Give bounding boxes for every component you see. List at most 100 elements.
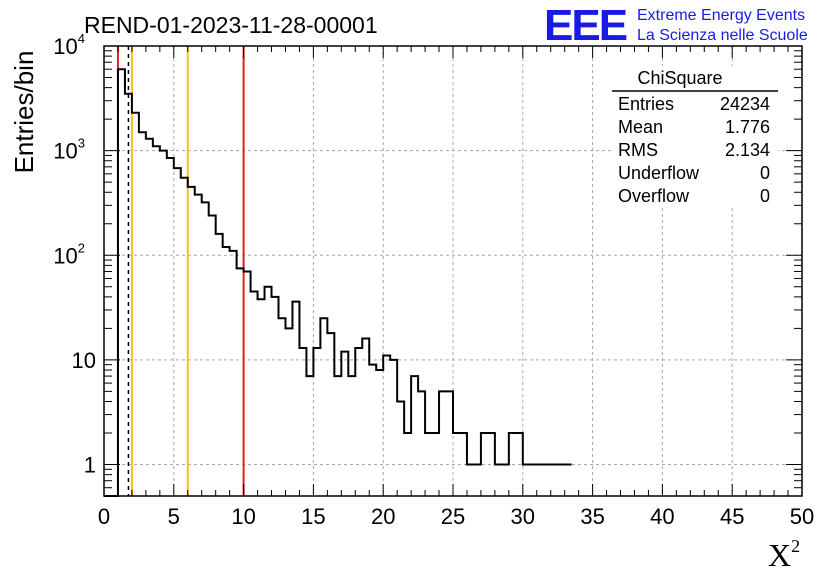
histogram-bin [523, 465, 530, 496]
histogram-bin [118, 69, 125, 496]
histogram-bin [425, 433, 432, 496]
histogram-bin [279, 318, 286, 496]
histogram-bin [265, 287, 272, 496]
stats-row-label: Overflow [618, 186, 690, 206]
histogram-bin [411, 376, 418, 496]
histogram-bin [299, 348, 306, 496]
histogram-bin [418, 391, 425, 496]
histogram-bin [160, 151, 167, 496]
histogram-bin [272, 297, 279, 496]
x-tick-label: 40 [650, 504, 674, 529]
histogram-bin [209, 215, 216, 496]
x-axis-label: X2 [768, 536, 800, 572]
histogram-bin [369, 365, 376, 496]
histogram-bin [237, 268, 244, 496]
histogram-bin [551, 465, 558, 496]
histogram-bin [125, 94, 132, 496]
histogram-bin [341, 352, 348, 496]
stats-row-value: 24234 [720, 94, 770, 114]
x-tick-label: 20 [371, 504, 395, 529]
x-axis-label-sup: 2 [791, 536, 800, 556]
histogram-bin [181, 178, 188, 496]
histogram-bin [216, 234, 223, 496]
histogram-bin [167, 158, 174, 496]
histogram-bin [516, 433, 523, 496]
histogram-outline [104, 68, 572, 497]
stats-box-title: ChiSquare [637, 68, 722, 88]
histogram-bin [132, 113, 139, 496]
histogram-bin [397, 402, 404, 496]
eee-logo-mark: EEE [544, 1, 627, 50]
histogram-bin [334, 376, 341, 496]
histogram-bin [244, 271, 251, 496]
stats-row-value: 2.134 [725, 140, 770, 160]
histogram-bin [453, 433, 460, 496]
stats-row-label: Entries [618, 94, 674, 114]
x-tick-label: 15 [301, 504, 325, 529]
histogram-bin [195, 195, 202, 496]
histogram-bin [202, 202, 209, 496]
histogram-bin [188, 187, 195, 496]
histogram-bin [488, 433, 495, 496]
histogram-bin [383, 356, 390, 496]
y-tick-label: 10 [72, 348, 96, 373]
histogram-bin [223, 247, 230, 496]
histogram-bin [481, 433, 488, 496]
stats-box-frame [612, 66, 778, 208]
x-tick-label: 25 [441, 504, 465, 529]
histogram-bin [313, 348, 320, 496]
stats-row-value: 1.776 [725, 117, 770, 137]
histogram-bin [432, 433, 439, 496]
histogram-bin [146, 139, 153, 496]
histogram-bin [502, 465, 509, 496]
stats-rows: Entries 24234 Mean 1.776 RMS 2.134 Underflow 0 O… [618, 94, 770, 206]
histogram-bin [292, 302, 299, 496]
histogram-bin [362, 339, 369, 496]
x-tick-label: 0 [98, 504, 110, 529]
x-tick-label: 35 [580, 504, 604, 529]
histogram-bin [251, 292, 258, 496]
histogram-bin [230, 251, 237, 496]
chart-title: REND-01-2023-11-28-00001 [84, 12, 378, 38]
y-axis-label: Entries/bin [9, 51, 39, 174]
stats-row-value: 0 [760, 186, 770, 206]
histogram-bin [558, 465, 565, 496]
axes [103, 45, 803, 497]
histogram-bin [174, 168, 181, 496]
histogram-bin [537, 465, 544, 496]
histogram-bin [467, 465, 474, 496]
y-tick-label: 102 [53, 240, 85, 268]
histogram-bin [327, 333, 334, 496]
tick-labels: 0 5 10 15 20 25 30 35 40 45 50 1 10 102 103 104 [53, 31, 814, 529]
histogram-bin [348, 376, 355, 496]
stats-row-value: 0 [760, 163, 770, 183]
histogram-series [104, 68, 572, 497]
y-tick-label: 103 [53, 136, 85, 164]
histogram-bin [390, 360, 397, 496]
x-tick-label: 30 [511, 504, 535, 529]
eee-logo-line2: La Scienza nelle Scuole [637, 27, 808, 44]
histogram-bin [439, 391, 446, 496]
stats-row-label: Underflow [618, 163, 700, 183]
histogram-bin [306, 376, 313, 496]
histogram-bin [355, 348, 362, 496]
x-tick-label: 5 [168, 504, 180, 529]
histogram-bin [474, 465, 481, 496]
histogram-bin [139, 132, 146, 496]
histogram-bin [544, 465, 551, 496]
histogram-bin [258, 299, 265, 496]
histogram-bin [376, 370, 383, 496]
histogram-bin [460, 433, 467, 496]
x-tick-label: 10 [231, 504, 255, 529]
histogram-bin [565, 465, 572, 496]
x-tick-label: 50 [790, 504, 814, 529]
y-tick-label: 104 [53, 31, 85, 59]
y-tick-label: 1 [84, 453, 96, 478]
histogram-bin [509, 433, 516, 496]
histogram-bin [446, 391, 453, 496]
x-tick-label: 45 [720, 504, 744, 529]
x-axis-label-main: X [768, 537, 791, 572]
eee-logo: EEE Extreme Energy Events La Scienza nel… [544, 1, 808, 50]
eee-logo-line1: Extreme Energy Events [637, 7, 805, 24]
